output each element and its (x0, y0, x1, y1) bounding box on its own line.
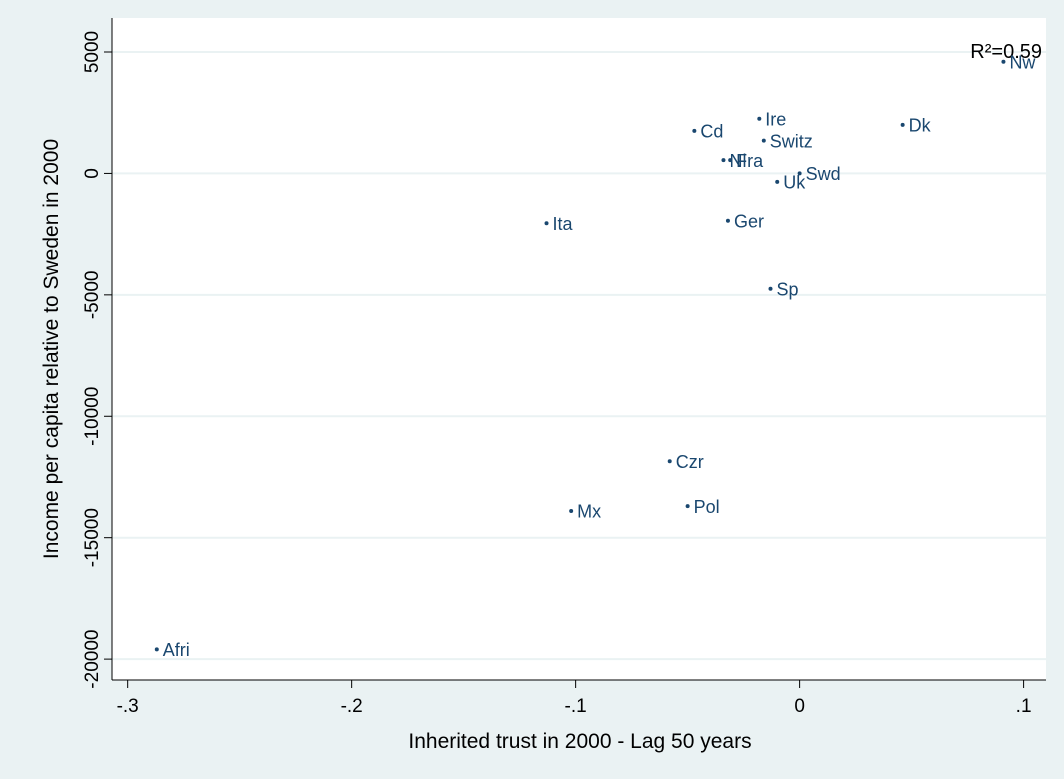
y-tick-label: -20000 (82, 630, 103, 689)
point-label: Ger (734, 212, 764, 232)
point-label: Mx (577, 502, 601, 522)
point-label: Switz (770, 131, 813, 151)
point-label: Ita (553, 214, 574, 234)
x-tick-label: -.1 (565, 696, 587, 717)
point (775, 179, 780, 184)
y-tick-label: 0 (82, 168, 103, 179)
point (692, 128, 697, 133)
x-tick-label: .1 (1016, 696, 1032, 717)
x-tick-label: -.2 (341, 696, 363, 717)
point (721, 158, 726, 163)
point (757, 116, 762, 121)
point (667, 459, 672, 464)
x-axis-title: Inherited trust in 2000 - Lag 50 years (408, 730, 751, 753)
point-label: Sp (777, 280, 799, 300)
point (685, 504, 690, 509)
point-label: Nw (1009, 52, 1036, 72)
point (154, 647, 159, 652)
point (797, 171, 802, 176)
y-tick-label: -10000 (82, 387, 103, 446)
point (544, 221, 549, 226)
plot-area (112, 18, 1046, 680)
y-tick-label: 5000 (82, 31, 103, 73)
point-label: Dk (909, 116, 932, 136)
point-label: Nl (729, 151, 746, 171)
point-label: Fra (736, 151, 764, 171)
point (768, 286, 773, 291)
annotation: R²=0.59 (970, 41, 1042, 63)
point (728, 158, 733, 163)
y-tick-label: -5000 (82, 271, 103, 320)
point (725, 218, 730, 223)
point-label: Czr (676, 452, 704, 472)
point (900, 122, 905, 127)
y-axis-title: Income per capita relative to Sweden in … (40, 139, 63, 559)
point-label: Uk (783, 173, 806, 193)
y-tick-label: -15000 (82, 508, 103, 567)
point-label: Ire (765, 110, 786, 130)
point-label: Afri (163, 640, 190, 660)
x-tick-label: 0 (794, 696, 805, 717)
x-tick-label: -.3 (117, 696, 139, 717)
point (761, 138, 766, 143)
point-label: Swd (806, 164, 841, 184)
point (1001, 59, 1006, 64)
point-label: Pol (694, 497, 720, 517)
point (569, 508, 574, 513)
point-label: Cd (700, 122, 723, 142)
